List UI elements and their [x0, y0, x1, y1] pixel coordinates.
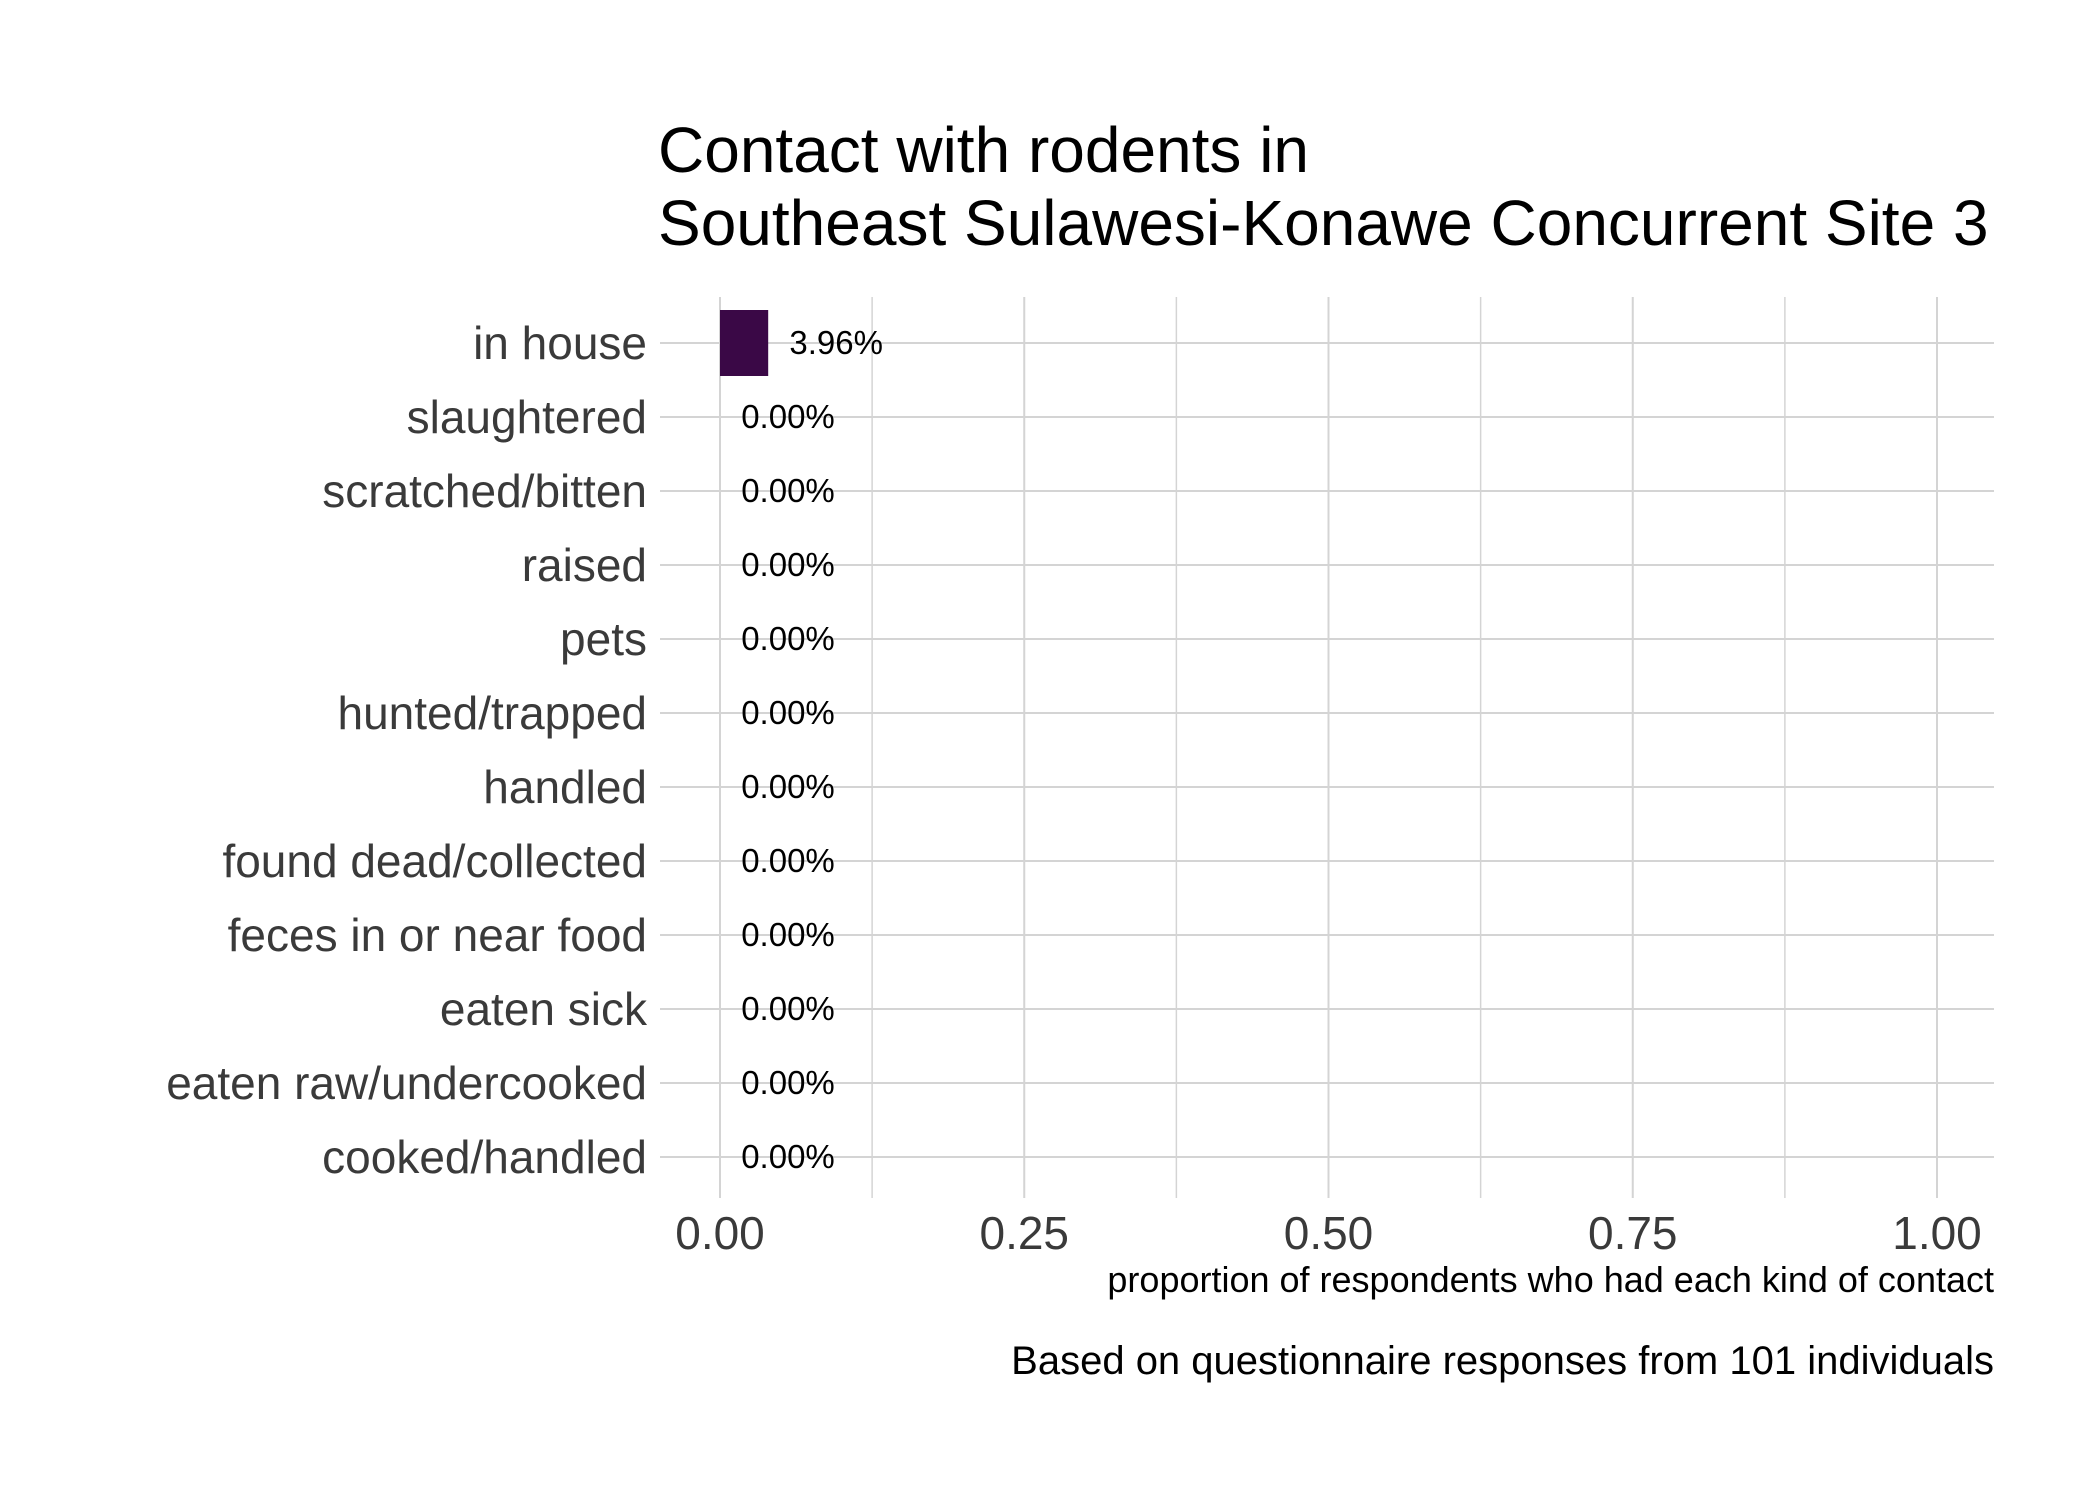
y-tick-label: raised [522, 539, 647, 591]
x-axis-title: proportion of respondents who had each k… [1107, 1259, 1994, 1300]
chart-title-line-2: Southeast Sulawesi-Konawe Concurrent Sit… [658, 187, 1989, 259]
bar-value-label: 0.00% [741, 842, 835, 879]
x-tick-label: 1.00 [1892, 1207, 1982, 1259]
bar-value-label: 0.00% [741, 768, 835, 805]
bar-value-label: 0.00% [741, 1138, 835, 1175]
y-tick-label: slaughtered [407, 391, 647, 443]
bar-value-label: 3.96% [789, 324, 883, 361]
x-axis-tick-labels: 0.00 0.25 0.50 0.75 1.00 [675, 1207, 1982, 1259]
value-labels: 3.96% 0.00% 0.00% 0.00% 0.00% 0.00% 0.00% 0.00%… [741, 324, 883, 1175]
y-tick-label: eaten raw/undercooked [166, 1057, 647, 1109]
x-tick-label: 0.75 [1588, 1207, 1678, 1259]
chart-title: Contact with rodents in Southeast Sulawe… [658, 114, 1989, 259]
y-tick-label: found dead/collected [222, 835, 647, 887]
bar-value-label: 0.00% [741, 398, 835, 435]
x-tick-label: 0.25 [979, 1207, 1069, 1259]
bar-value-label: 0.00% [741, 546, 835, 583]
y-tick-label: in house [473, 317, 647, 369]
y-tick-label: scratched/bitten [322, 465, 647, 517]
bar-value-label: 0.00% [741, 990, 835, 1027]
chart-title-line-1: Contact with rodents in [658, 114, 1309, 186]
y-tick-label: feces in or near food [228, 909, 647, 961]
bar-value-label: 0.00% [741, 620, 835, 657]
bar-value-label: 0.00% [741, 694, 835, 731]
bars [720, 310, 769, 376]
y-tick-label: hunted/trapped [338, 687, 648, 739]
y-tick-label: handled [483, 761, 647, 813]
y-tick-label: cooked/handled [322, 1131, 647, 1183]
chart-caption: Based on questionnaire responses from 10… [1011, 1339, 1994, 1383]
x-tick-label: 0.50 [1284, 1207, 1374, 1259]
bar-value-label: 0.00% [741, 472, 835, 509]
y-axis-labels: in house slaughtered scratched/bitten raise… [166, 317, 648, 1183]
y-tick-label: pets [560, 613, 647, 665]
bar-value-label: 0.00% [741, 1064, 835, 1101]
bar-value-label: 0.00% [741, 916, 835, 953]
bar [720, 310, 769, 376]
x-tick-label: 0.00 [675, 1207, 765, 1259]
gridlines [660, 297, 1994, 1198]
y-tick-label: eaten sick [440, 983, 648, 1035]
